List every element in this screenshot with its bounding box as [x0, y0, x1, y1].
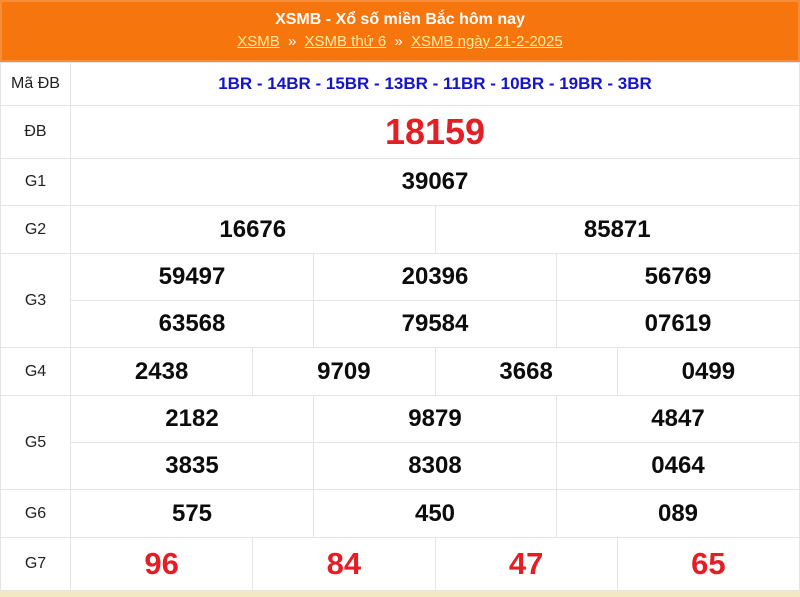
prize-cell-g5-3: 4847 — [556, 395, 800, 443]
prize-label-g5: G5 — [0, 395, 71, 490]
prize-cell-g5-2: 9879 — [313, 395, 557, 443]
prize-label-g4: G4 — [0, 347, 71, 396]
prize-cell-g3-3: 56769 — [556, 253, 800, 301]
prize-cell-g7-4: 65 — [616, 537, 800, 591]
prize-label-g6: G6 — [0, 489, 71, 538]
row-g3-1: G3 59497 20396 56769 — [0, 253, 800, 348]
prize-label-g7: G7 — [0, 537, 71, 591]
prize-cell-ma-db: 1BR - 14BR - 15BR - 13BR - 11BR - 10BR -… — [70, 62, 800, 106]
prize-label-g1: G1 — [0, 158, 71, 206]
breadcrumb-link-xsmb[interactable]: XSMB — [237, 33, 280, 50]
prize-cell-g4-2: 9709 — [252, 347, 436, 396]
prize-label-g2: G2 — [0, 205, 71, 254]
row-g7: G7 96 84 47 65 — [0, 537, 800, 591]
prize-cell-g4-4: 0499 — [616, 347, 800, 396]
prize-cell-db: 18159 — [70, 105, 800, 159]
row-g5-2: 3835 8308 0464 — [1, 442, 800, 490]
prize-cell-g3-1: 59497 — [70, 253, 314, 301]
prize-cell-g7-3: 47 — [434, 537, 618, 591]
row-g3-2: 63568 79584 07619 — [1, 300, 800, 348]
row-g5-1: G5 2182 9879 4847 — [0, 395, 800, 490]
breadcrumb-link-xsmb-ngay[interactable]: XSMB ngày 21-2-2025 — [410, 33, 563, 50]
prize-cell-g3-5: 79584 — [313, 300, 557, 348]
breadcrumb-separator: » — [394, 33, 403, 50]
prize-cell-g5-6: 0464 — [556, 442, 800, 490]
prize-cell-g6-3: 089 — [556, 489, 800, 538]
row-g6: G6 575 450 089 — [0, 489, 800, 538]
row-g2: G2 16676 85871 — [0, 205, 800, 254]
prize-cell-g1: 39067 — [70, 158, 800, 206]
prize-cell-g5-1: 2182 — [70, 395, 314, 443]
bottom-strip — [0, 591, 800, 597]
row-ma-db: Mã ĐB 1BR - 14BR - 15BR - 13BR - 11BR - … — [0, 62, 800, 106]
prize-cell-g6-1: 575 — [70, 489, 314, 538]
results-table: Mã ĐB 1BR - 14BR - 15BR - 13BR - 11BR - … — [0, 62, 800, 591]
prize-cell-g5-4: 3835 — [70, 442, 314, 490]
prize-cell-g3-6: 07619 — [556, 300, 800, 348]
page-header: XSMB - Xổ số miền Bắc hôm nay XSMB » XSM… — [0, 0, 800, 62]
prize-cell-g4-3: 3668 — [434, 347, 618, 396]
breadcrumb-separator: » — [287, 33, 297, 50]
breadcrumb-link-xsmb-thu-6[interactable]: XSMB thứ 6 — [304, 33, 387, 50]
page-title: XSMB - Xổ số miền Bắc hôm nay — [275, 11, 525, 28]
prize-cell-g7-2: 84 — [252, 537, 436, 591]
prize-label-db: ĐB — [0, 105, 71, 159]
row-g1: G1 39067 — [0, 158, 800, 206]
prize-label-ma-db: Mã ĐB — [0, 62, 71, 106]
prize-cell-g7-1: 96 — [69, 537, 254, 591]
row-db: ĐB 18159 — [0, 105, 800, 159]
prize-label-g3: G3 — [0, 253, 71, 348]
prize-cell-g6-2: 450 — [313, 489, 557, 538]
prize-cell-g3-2: 20396 — [313, 253, 557, 301]
prize-cell-g5-5: 8308 — [313, 442, 557, 490]
prize-cell-g3-4: 63568 — [70, 300, 314, 348]
prize-cell-g2-1: 16676 — [70, 205, 436, 254]
prize-cell-g2-2: 85871 — [434, 205, 800, 254]
prize-cell-g4-1: 2438 — [69, 347, 254, 396]
row-g4: G4 2438 9709 3668 0499 — [0, 347, 800, 396]
breadcrumb: XSMB » XSMB thứ 6 » XSMB ngày 21-2-2025 — [0, 32, 800, 52]
